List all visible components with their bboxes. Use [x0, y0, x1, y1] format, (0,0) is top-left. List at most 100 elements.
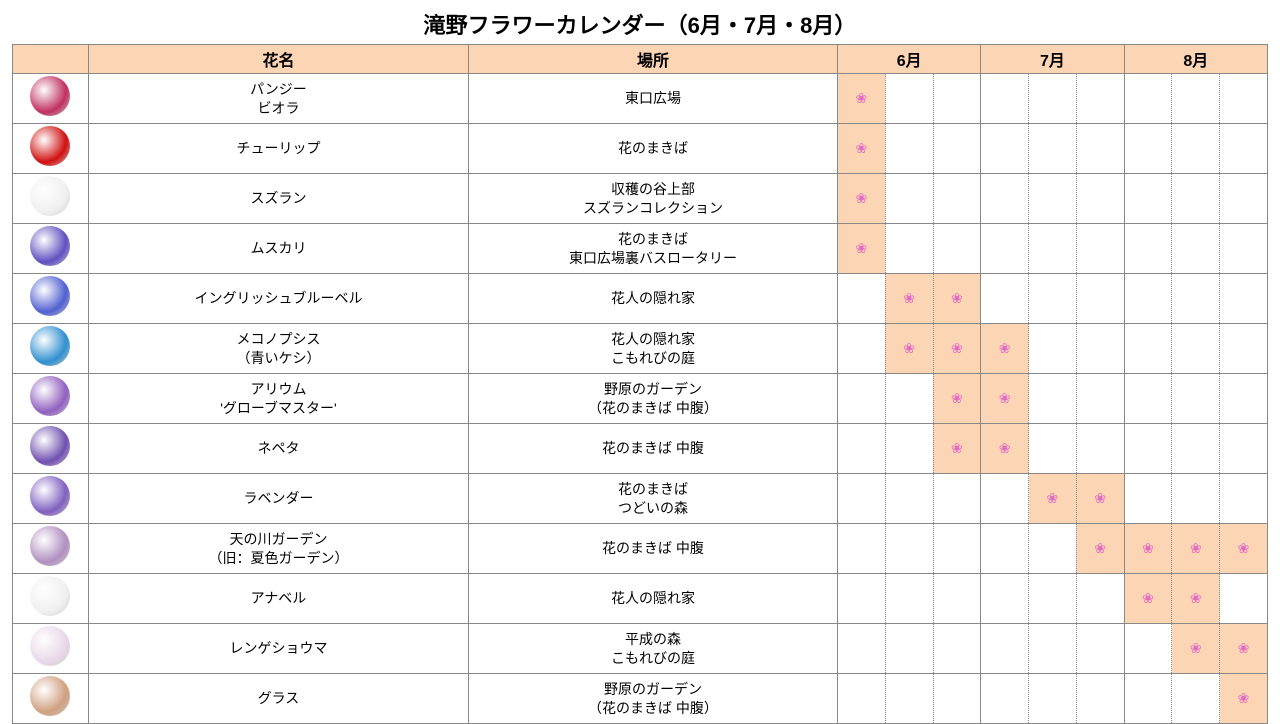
bloom-cell: [1029, 324, 1077, 374]
bloom-cell: [1220, 74, 1268, 124]
bloom-cell: ❀: [1124, 574, 1172, 624]
table-header: 花名 場所 6月 7月 8月: [13, 45, 1268, 74]
flower-name: グラス: [88, 674, 468, 724]
bloom-cell: [838, 624, 886, 674]
bloom-cell: [1220, 274, 1268, 324]
table-row: チューリップ花のまきば❀: [13, 124, 1268, 174]
flower-image-cell: [13, 74, 89, 124]
flower-thumbnail-icon: [30, 76, 70, 116]
bloom-cell: [1220, 324, 1268, 374]
flower-location: 収穫の谷上部スズランコレクション: [468, 174, 837, 224]
bloom-cell: [1029, 524, 1077, 574]
bloom-cell: [1172, 424, 1220, 474]
bloom-cell: [1172, 274, 1220, 324]
bloom-cell: [981, 674, 1029, 724]
bloom-cell: [933, 524, 981, 574]
bloom-cell: [885, 224, 933, 274]
bloom-cell: ❀: [1172, 574, 1220, 624]
bloom-cell: [1076, 324, 1124, 374]
bloom-cell: [885, 424, 933, 474]
flower-thumbnail-icon: [30, 576, 70, 616]
bloom-cell: [1076, 124, 1124, 174]
bloom-cell: [1029, 74, 1077, 124]
flower-image-cell: [13, 324, 89, 374]
flower-name: ムスカリ: [88, 224, 468, 274]
bloom-cell: [981, 624, 1029, 674]
bloom-cell: [838, 374, 886, 424]
flower-name: イングリッシュブルーベル: [88, 274, 468, 324]
flower-thumbnail-icon: [30, 626, 70, 666]
table-row: パンジービオラ東口広場❀: [13, 74, 1268, 124]
bloom-cell: [1172, 124, 1220, 174]
flower-name: スズラン: [88, 174, 468, 224]
flower-image-cell: [13, 224, 89, 274]
bloom-cell: [1172, 374, 1220, 424]
bloom-cell: [1172, 224, 1220, 274]
bloom-cell: [1220, 474, 1268, 524]
bloom-cell: [1124, 74, 1172, 124]
bloom-cell: [885, 174, 933, 224]
bloom-cell: [1076, 274, 1124, 324]
bloom-cell: ❀: [838, 174, 886, 224]
bloom-cell: [1076, 424, 1124, 474]
table-row: グラス野原のガーデン（花のまきば 中腹）❀: [13, 674, 1268, 724]
bloom-cell: [933, 474, 981, 524]
bloom-cell: [885, 524, 933, 574]
table-row: イングリッシュブルーベル花人の隠れ家❀❀: [13, 274, 1268, 324]
flower-location: 花のまきば 中腹: [468, 524, 837, 574]
flower-thumbnail-icon: [30, 326, 70, 366]
flower-name: アリウム'グローブマスター': [88, 374, 468, 424]
bloom-cell: ❀: [838, 124, 886, 174]
bloom-cell: [1124, 424, 1172, 474]
bloom-cell: ❀: [1029, 474, 1077, 524]
table-row: アリウム'グローブマスター'野原のガーデン（花のまきば 中腹）❀❀: [13, 374, 1268, 424]
flower-thumbnail-icon: [30, 676, 70, 716]
bloom-cell: [1029, 274, 1077, 324]
table-row: メコノプシス（青いケシ）花人の隠れ家こもれびの庭❀❀❀: [13, 324, 1268, 374]
flower-image-cell: [13, 274, 89, 324]
table-row: アナベル花人の隠れ家❀❀: [13, 574, 1268, 624]
flower-name: メコノプシス（青いケシ）: [88, 324, 468, 374]
bloom-cell: ❀: [1220, 674, 1268, 724]
bloom-cell: [933, 124, 981, 174]
bloom-cell: [1220, 174, 1268, 224]
bloom-cell: [1220, 124, 1268, 174]
bloom-cell: [981, 574, 1029, 624]
bloom-cell: [1124, 624, 1172, 674]
bloom-cell: [1076, 224, 1124, 274]
flower-image-cell: [13, 474, 89, 524]
bloom-cell: [885, 474, 933, 524]
flower-image-cell: [13, 124, 89, 174]
header-month-2: 8月: [1124, 45, 1267, 74]
bloom-cell: [981, 124, 1029, 174]
bloom-cell: ❀: [1076, 524, 1124, 574]
bloom-cell: [1172, 324, 1220, 374]
flower-thumbnail-icon: [30, 476, 70, 516]
bloom-cell: [1220, 424, 1268, 474]
bloom-cell: [1124, 274, 1172, 324]
flower-image-cell: [13, 524, 89, 574]
bloom-cell: [885, 674, 933, 724]
bloom-cell: [1124, 174, 1172, 224]
bloom-cell: [1172, 674, 1220, 724]
flower-name: 天の川ガーデン（旧：夏色ガーデン）: [88, 524, 468, 574]
flower-location: 花人の隠れ家: [468, 574, 837, 624]
bloom-cell: [838, 674, 886, 724]
page-title: 滝野フラワーカレンダー（6月・7月・8月）: [12, 8, 1268, 40]
flower-thumbnail-icon: [30, 226, 70, 266]
bloom-cell: [838, 474, 886, 524]
bloom-cell: [1172, 74, 1220, 124]
header-name: 花名: [88, 45, 468, 74]
bloom-cell: [1124, 324, 1172, 374]
header-month-1: 7月: [981, 45, 1124, 74]
flower-location: 花のまきば: [468, 124, 837, 174]
bloom-cell: ❀: [981, 374, 1029, 424]
flower-thumbnail-icon: [30, 176, 70, 216]
bloom-cell: [1124, 124, 1172, 174]
bloom-cell: ❀: [838, 74, 886, 124]
bloom-cell: [1029, 574, 1077, 624]
bloom-cell: ❀: [933, 274, 981, 324]
flower-thumbnail-icon: [30, 376, 70, 416]
bloom-cell: [1172, 174, 1220, 224]
bloom-cell: [1124, 674, 1172, 724]
